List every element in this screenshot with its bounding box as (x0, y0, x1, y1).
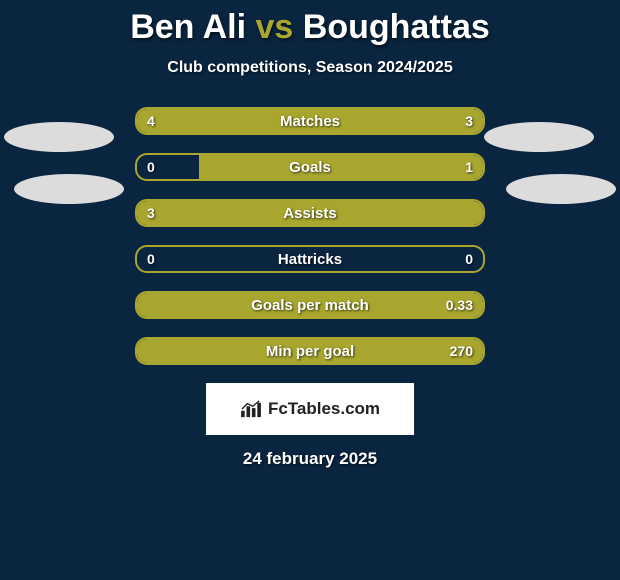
bar-label: Hattricks (137, 247, 483, 271)
bar-fill (137, 201, 483, 225)
bar-row: 270Min per goal (135, 337, 485, 365)
bar-value-left: 0 (147, 247, 155, 271)
bar-row: 3Assists (135, 199, 485, 227)
date-line: 24 february 2025 (0, 449, 620, 469)
bar-value-right: 0.33 (446, 293, 473, 317)
bar-fill (137, 339, 483, 363)
bar-fill-right (334, 109, 483, 133)
player2-name: Boughattas (303, 8, 490, 46)
bar-row: 01Goals (135, 153, 485, 181)
bar-value-left: 4 (147, 109, 155, 133)
bar-value-right: 270 (450, 339, 473, 363)
comparison-bars: 43Matches01Goals3Assists00Hattricks0.33G… (135, 107, 485, 365)
subtitle: Club competitions, Season 2024/2025 (0, 59, 620, 77)
bar-fill (137, 293, 483, 317)
player1-name: Ben Ali (130, 8, 246, 46)
bar-fill-right (199, 155, 483, 179)
bar-row: 43Matches (135, 107, 485, 135)
avatar-ellipse (506, 174, 616, 204)
bar-row: 0.33Goals per match (135, 291, 485, 319)
vs-text: vs (256, 8, 294, 46)
avatar-ellipse (484, 122, 594, 152)
bar-value-left: 3 (147, 201, 155, 225)
comparison-title: Ben Ali vs Boughattas (0, 0, 620, 47)
bar-value-right: 0 (465, 247, 473, 271)
bar-value-right: 3 (465, 109, 473, 133)
bar-value-left: 0 (147, 155, 155, 179)
logo-text: FcTables.com (268, 399, 380, 419)
logo-box: FcTables.com (206, 383, 414, 435)
bar-value-right: 1 (465, 155, 473, 179)
avatar-ellipse (14, 174, 124, 204)
bar-fill-left (137, 109, 334, 133)
bar-row: 0 0Hattricks (135, 245, 485, 273)
avatar-ellipse (4, 122, 114, 152)
chart-icon (240, 400, 262, 418)
